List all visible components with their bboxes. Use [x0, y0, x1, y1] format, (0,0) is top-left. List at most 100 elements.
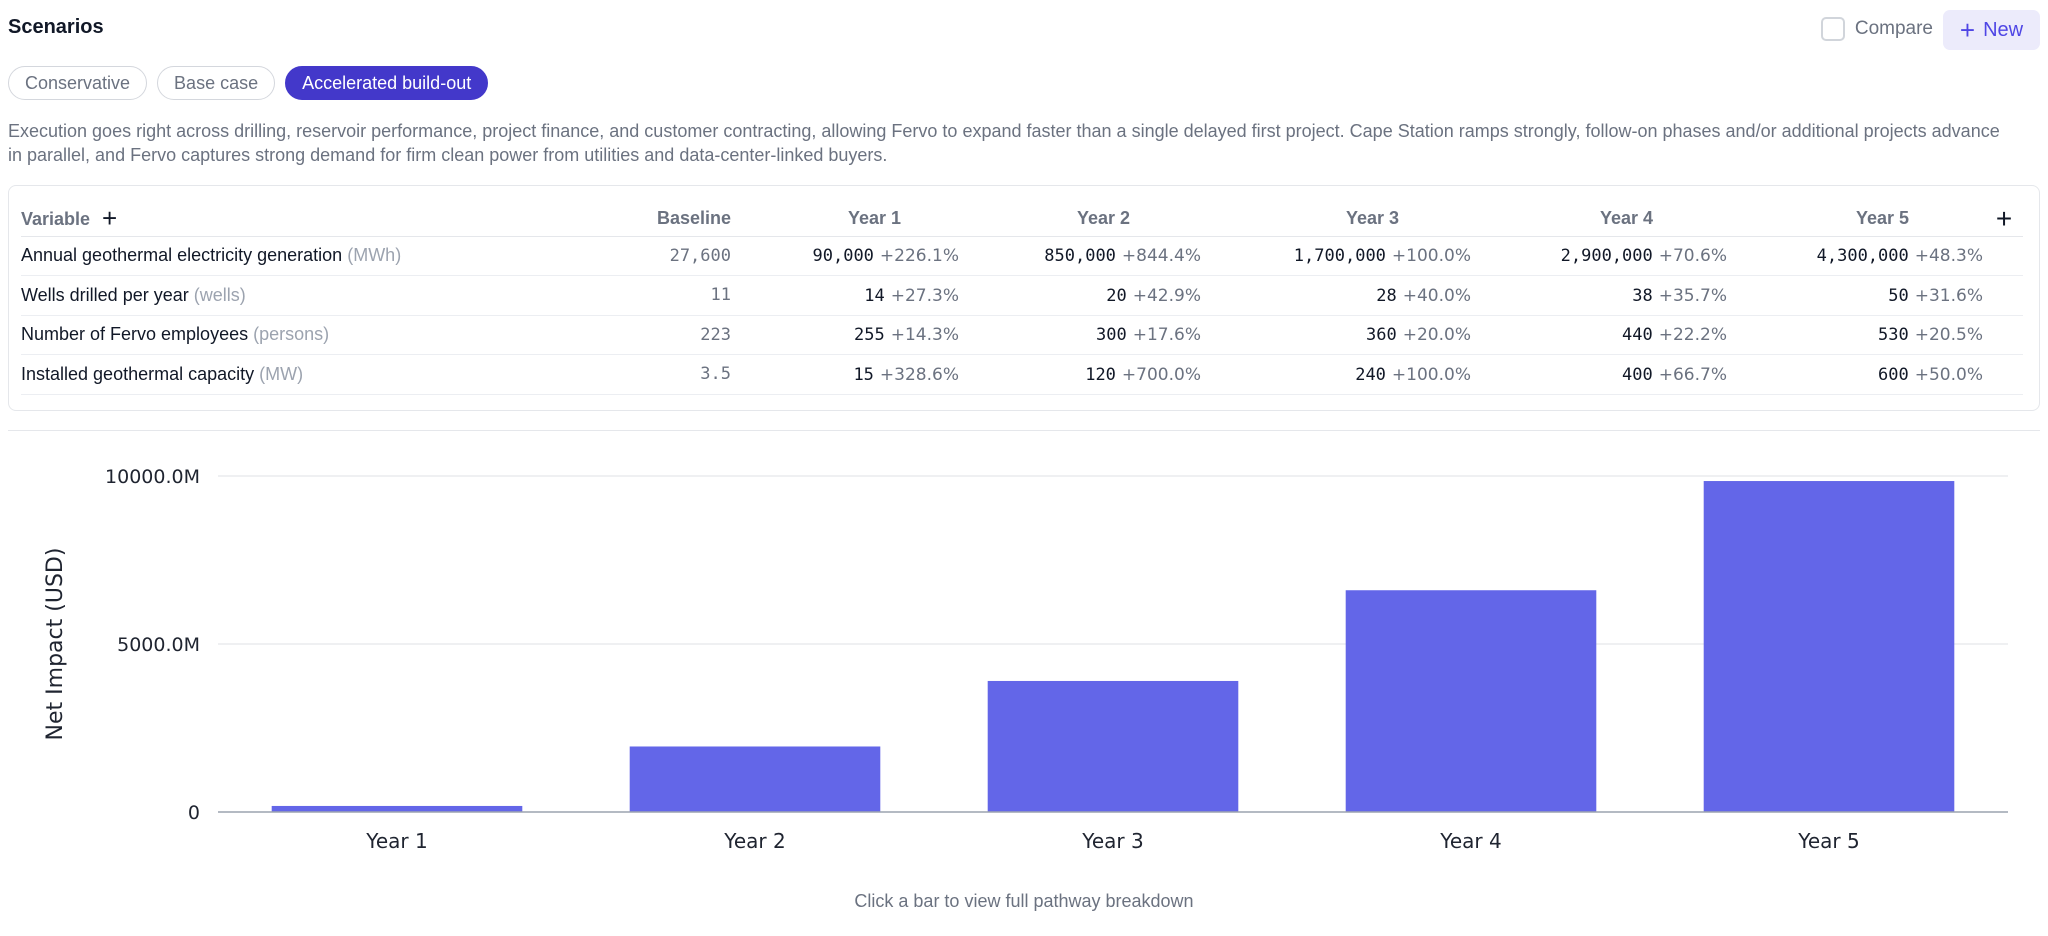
year-2-cell[interactable]: 120 +700.0% — [961, 354, 1203, 395]
change-percent: +42.9% — [1132, 285, 1201, 306]
year-value: 600 — [1878, 364, 1909, 385]
change-percent: +20.0% — [1402, 325, 1471, 346]
variable-name: Installed geothermal capacity — [21, 363, 255, 384]
year-value: 2,900,000 — [1560, 246, 1653, 267]
bar-4[interactable] — [1345, 590, 1597, 812]
year-value: 15 — [853, 364, 874, 385]
bar-5[interactable] — [1703, 481, 1955, 812]
change-percent: +27.3% — [890, 285, 959, 306]
new-button-label: New — [1983, 18, 2024, 41]
plus-icon: + — [1959, 15, 1976, 45]
y-tick-label: 0 — [188, 802, 200, 824]
change-percent: +48.3% — [1914, 246, 1983, 267]
baseline-value[interactable]: 11 — [561, 275, 731, 316]
table-row: Number of Fervo employees (persons) 223 25… — [21, 315, 2023, 355]
year-2-cell[interactable]: 850,000 +844.4% — [961, 236, 1203, 276]
variable-cell[interactable]: Installed geothermal capacity (MW) — [21, 354, 561, 395]
year-value: 255 — [854, 325, 885, 346]
add-column-icon[interactable]: + — [1985, 202, 2023, 237]
bar-2[interactable] — [629, 746, 881, 812]
year-5-cell[interactable]: 4,300,000 +48.3% — [1729, 236, 1985, 276]
add-variable-icon[interactable]: + — [102, 203, 118, 234]
tab-conservative[interactable]: Conservative — [8, 66, 148, 100]
baseline-value[interactable]: 27,600 — [561, 236, 731, 276]
year-3-cell[interactable]: 28 +40.0% — [1203, 275, 1473, 316]
change-percent: +31.6% — [1914, 285, 1983, 306]
year-4-cell[interactable]: 38 +35.7% — [1473, 275, 1729, 316]
x-tick-label: Year 4 — [1439, 829, 1501, 853]
variable-cell[interactable]: Number of Fervo employees (persons) — [21, 315, 561, 355]
year-value: 440 — [1622, 325, 1653, 346]
change-percent: +50.0% — [1914, 364, 1983, 385]
year-5-cell[interactable]: 530 +20.5% — [1729, 315, 1985, 355]
variable-cell[interactable]: Annual geothermal electricity generation… — [21, 236, 561, 276]
bar-1[interactable] — [271, 805, 523, 812]
column-header-year-3: Year 3 — [1203, 202, 1473, 237]
table-header-row: Variable + Baseline Year 1 Year 2 Year 3 … — [21, 202, 2023, 237]
year-value: 850,000 — [1044, 246, 1116, 267]
year-2-cell[interactable]: 20 +42.9% — [961, 275, 1203, 316]
change-percent: +100.0% — [1391, 246, 1471, 267]
x-tick-label: Year 3 — [1081, 829, 1143, 853]
column-header-variable: Variable + — [21, 202, 561, 237]
table-row: Annual geothermal electricity generation… — [21, 236, 2023, 276]
baseline-value[interactable]: 223 — [561, 315, 731, 355]
year-1-cell[interactable]: 15 +328.6% — [731, 354, 961, 395]
variable-name: Annual geothermal electricity generation — [21, 245, 343, 266]
variables-table-card: Variable + Baseline Year 1 Year 2 Year 3 … — [8, 185, 2040, 411]
column-header-year-4: Year 4 — [1473, 202, 1729, 237]
section-divider — [8, 430, 2040, 431]
variable-unit: (wells) — [193, 284, 246, 305]
year-1-cell[interactable]: 14 +27.3% — [731, 275, 961, 316]
change-percent: +328.6% — [879, 364, 959, 385]
variable-unit: (persons) — [253, 324, 330, 345]
change-percent: +844.4% — [1121, 246, 1201, 267]
change-percent: +35.7% — [1658, 285, 1727, 306]
column-header-year-2: Year 2 — [961, 202, 1203, 237]
year-value: 400 — [1622, 364, 1653, 385]
compare-label: Compare — [1854, 18, 1933, 39]
row-spacer — [1985, 236, 2023, 276]
year-1-cell[interactable]: 90,000 +226.1% — [731, 236, 961, 276]
variable-cell[interactable]: Wells drilled per year (wells) — [21, 275, 561, 316]
year-4-cell[interactable]: 440 +22.2% — [1473, 315, 1729, 355]
year-3-cell[interactable]: 240 +100.0% — [1203, 354, 1473, 395]
year-2-cell[interactable]: 300 +17.6% — [961, 315, 1203, 355]
change-percent: +17.6% — [1132, 325, 1201, 346]
year-value: 4,300,000 — [1816, 246, 1909, 267]
variable-unit: (MW) — [259, 363, 304, 384]
baseline-value[interactable]: 3.5 — [561, 354, 731, 395]
year-3-cell[interactable]: 1,700,000 +100.0% — [1203, 236, 1473, 276]
net-impact-chart: 0 5000.0M 10000.0M Year 1 Year 2 Year 3 Year 4… — [0, 440, 2048, 910]
y-axis-label: Net Impact (USD) — [43, 548, 68, 741]
year-5-cell[interactable]: 50 +31.6% — [1729, 275, 1985, 316]
year-4-cell[interactable]: 400 +66.7% — [1473, 354, 1729, 395]
tab-base-case[interactable]: Base case — [157, 66, 276, 100]
bar-3[interactable] — [987, 680, 1239, 812]
variables-table: Variable + Baseline Year 1 Year 2 Year 3 … — [21, 202, 2023, 395]
change-percent: +226.1% — [879, 246, 959, 267]
year-5-cell[interactable]: 600 +50.0% — [1729, 354, 1985, 395]
year-3-cell[interactable]: 360 +20.0% — [1203, 315, 1473, 355]
year-value: 360 — [1366, 325, 1397, 346]
year-value: 28 — [1376, 285, 1397, 306]
new-scenario-button[interactable]: + New — [1943, 10, 2040, 50]
change-percent: +100.0% — [1391, 364, 1471, 385]
change-percent: +20.5% — [1914, 325, 1983, 346]
table-row: Wells drilled per year (wells) 11 14 +27.3%… — [21, 275, 2023, 316]
change-percent: +70.6% — [1658, 246, 1727, 267]
chart-hint: Click a bar to view full pathway breakdo… — [854, 891, 1194, 911]
column-header-baseline: Baseline — [561, 202, 731, 237]
compare-checkbox[interactable] — [1820, 17, 1845, 41]
year-1-cell[interactable]: 255 +14.3% — [731, 315, 961, 355]
x-tick-label: Year 1 — [365, 829, 427, 853]
variable-name: Number of Fervo employees — [21, 324, 249, 345]
change-percent: +14.3% — [890, 325, 959, 346]
row-spacer — [1985, 315, 2023, 355]
compare-toggle[interactable]: Compare — [1820, 17, 1933, 41]
year-value: 38 — [1632, 285, 1653, 306]
bar-chart-svg: 0 5000.0M 10000.0M Year 1 Year 2 Year 3 Year 4… — [43, 466, 2008, 853]
change-percent: +22.2% — [1658, 325, 1727, 346]
year-4-cell[interactable]: 2,900,000 +70.6% — [1473, 236, 1729, 276]
tab-accelerated-build-out[interactable]: Accelerated build-out — [285, 66, 489, 100]
